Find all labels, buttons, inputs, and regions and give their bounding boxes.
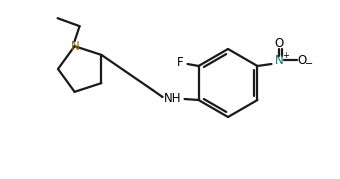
Text: N: N bbox=[275, 54, 284, 67]
Text: O: O bbox=[275, 37, 284, 50]
Text: NH: NH bbox=[164, 91, 181, 105]
Text: +: + bbox=[282, 50, 289, 59]
Text: F: F bbox=[177, 55, 184, 69]
Text: −: − bbox=[305, 59, 313, 69]
Text: N: N bbox=[71, 40, 80, 53]
Text: O: O bbox=[298, 54, 307, 67]
